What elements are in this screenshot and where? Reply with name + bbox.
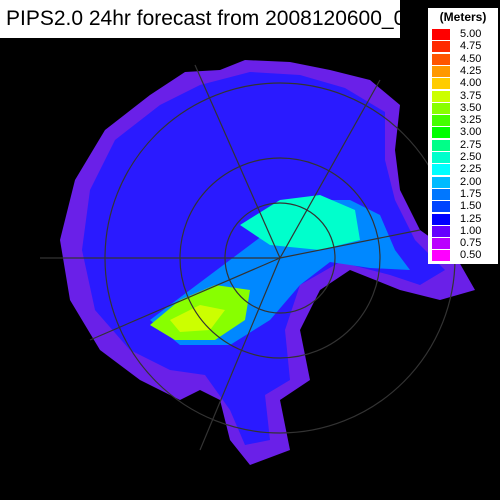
legend-swatch bbox=[432, 29, 450, 40]
legend-swatch bbox=[432, 238, 450, 250]
legend-label: 4.75 bbox=[460, 40, 482, 53]
legend-item: 4.25 bbox=[432, 65, 496, 77]
legend-label: 4.00 bbox=[460, 77, 482, 90]
legend-label: 2.00 bbox=[460, 175, 482, 188]
legend-item: 2.00 bbox=[432, 176, 496, 188]
legend-swatch bbox=[432, 164, 450, 176]
legend-swatch bbox=[432, 65, 450, 77]
legend-item: 1.50 bbox=[432, 200, 496, 213]
legend-swatch bbox=[432, 250, 450, 262]
title: PIPS2.0 24hr forecast from 2008120600_02… bbox=[0, 0, 464, 38]
legend-item: 3.75 bbox=[432, 90, 496, 102]
legend-swatch bbox=[432, 176, 450, 188]
legend-label: 3.00 bbox=[460, 126, 482, 139]
legend-label: 1.00 bbox=[460, 224, 482, 237]
legend-label: 1.25 bbox=[460, 212, 482, 225]
ice-thickest bbox=[170, 305, 225, 332]
legend-unit: (Meters) bbox=[439, 10, 487, 24]
legend-item: 1.75 bbox=[432, 188, 496, 200]
legend-label: 3.25 bbox=[460, 114, 482, 127]
legend-label: 2.75 bbox=[460, 138, 482, 151]
legend-label: 4.50 bbox=[460, 52, 482, 65]
legend-item: 0.50 bbox=[432, 249, 496, 262]
legend-label: 1.50 bbox=[460, 200, 482, 213]
legend-swatch bbox=[432, 115, 450, 127]
legend-swatch bbox=[432, 139, 450, 151]
legend-item: 4.75 bbox=[432, 40, 496, 53]
legend-item: 5.00 bbox=[432, 28, 496, 40]
legend: (Meters) 5.00 4.75 4.50 4.25 4.00 3.75 3.50 3.2… bbox=[428, 8, 498, 264]
legend-label: 1.75 bbox=[460, 187, 482, 200]
legend-swatch bbox=[432, 78, 450, 90]
legend-item: 2.75 bbox=[432, 139, 496, 151]
legend-label: 2.50 bbox=[460, 151, 482, 163]
legend-label: 4.25 bbox=[460, 64, 482, 77]
legend-item: 0.75 bbox=[432, 237, 496, 250]
legend-swatch bbox=[432, 41, 450, 53]
legend-swatch bbox=[432, 152, 450, 163]
legend-swatch bbox=[432, 102, 450, 114]
legend-swatch bbox=[432, 90, 450, 102]
legend-swatch bbox=[432, 213, 450, 225]
legend-item: 1.00 bbox=[432, 225, 496, 237]
legend-item: 3.00 bbox=[432, 126, 496, 139]
legend-swatch bbox=[432, 201, 450, 213]
legend-label: 5.00 bbox=[460, 28, 482, 40]
legend-label: 3.75 bbox=[460, 89, 482, 102]
legend-swatch bbox=[432, 127, 450, 139]
legend-label: 0.75 bbox=[460, 237, 482, 250]
legend-item: 4.50 bbox=[432, 53, 496, 65]
legend-item: 4.00 bbox=[432, 77, 496, 90]
legend-label: 3.50 bbox=[460, 101, 482, 114]
legend-item: 2.25 bbox=[432, 163, 496, 176]
legend-item: 3.25 bbox=[432, 114, 496, 127]
legend-label: 2.25 bbox=[460, 163, 482, 176]
legend-item: 1.25 bbox=[432, 213, 496, 225]
legend-swatch bbox=[432, 188, 450, 200]
legend-item: 2.50 bbox=[432, 151, 496, 163]
legend-swatch bbox=[432, 53, 450, 65]
legend-label: 0.50 bbox=[460, 249, 482, 262]
legend-item: 3.50 bbox=[432, 102, 496, 114]
legend-swatch bbox=[432, 225, 450, 237]
